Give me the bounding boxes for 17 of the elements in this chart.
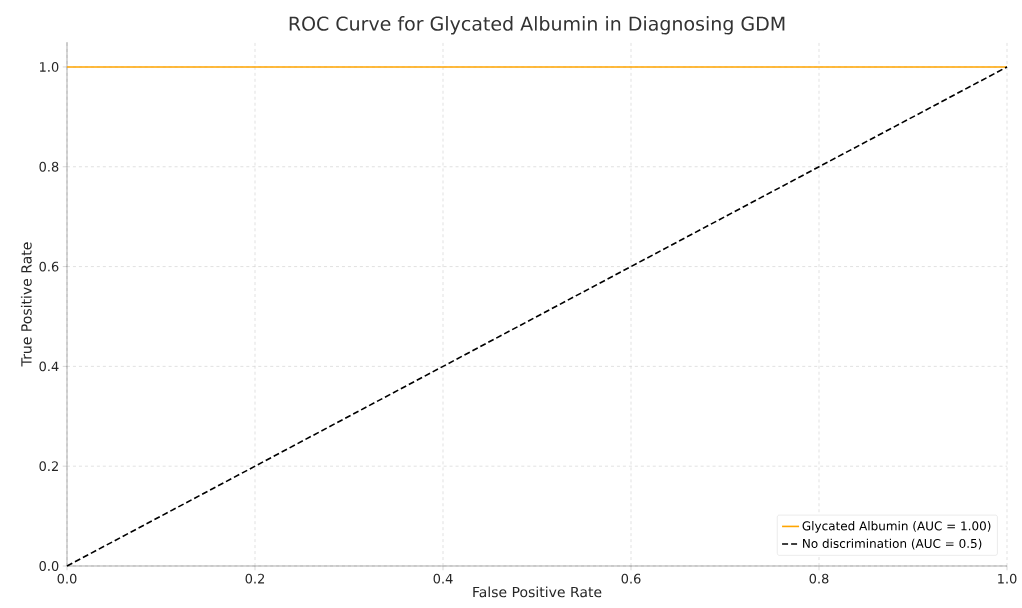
x-tick-label: 0.6 — [621, 573, 641, 584]
y-axis-title: True Positive Rate — [20, 242, 32, 367]
legend-label: No discrimination (AUC = 0.5) — [803, 538, 982, 550]
chart-title: ROC Curve for Glycated Albumin in Diagnosing GDM — [289, 16, 785, 35]
x-tick-label: 0.2 — [245, 573, 265, 584]
y-tick-label: 0.8 — [39, 161, 59, 172]
y-tick-label: 0.0 — [39, 561, 59, 571]
x-tick-label: 0.0 — [57, 573, 77, 584]
y-tick-label: 0.4 — [39, 361, 59, 372]
legend-label: Glycated Albumin (AUC = 1.00) — [802, 521, 991, 533]
y-tick-label: 0.2 — [39, 461, 58, 472]
x-tick-label: 1.0 — [998, 573, 1017, 584]
x-axis-title: False Positive Rate — [473, 586, 602, 598]
x-tick-label: 0.4 — [433, 573, 453, 584]
y-tick-label: 0.6 — [39, 261, 59, 272]
x-tick-label: 0.8 — [809, 573, 829, 584]
y-tick-label: 1.0 — [39, 62, 59, 72]
